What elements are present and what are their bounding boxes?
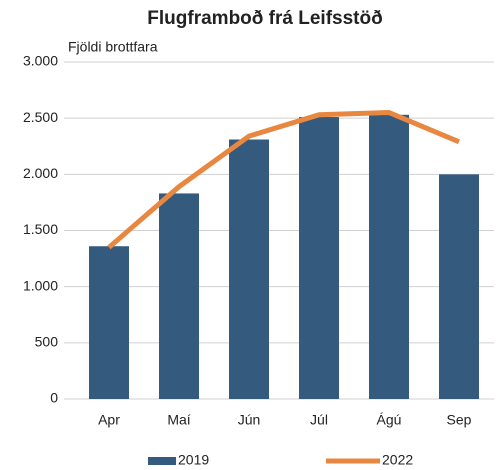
bar	[439, 174, 479, 399]
x-tick-label: Sep	[447, 412, 472, 428]
line	[107, 110, 460, 250]
y-axis-label: Fjöldi brottfara	[68, 39, 158, 55]
chart-title: Flugframboð frá Leifsstöð	[147, 8, 382, 29]
y-tick-label: 3.000	[23, 53, 58, 69]
x-tick-label: Maí	[167, 412, 190, 428]
y-tick-label: 500	[35, 334, 59, 350]
x-tick-label: Apr	[98, 412, 120, 428]
bar	[229, 139, 269, 399]
bar	[299, 117, 339, 399]
bar	[89, 246, 129, 399]
y-tick-label: 2.500	[23, 109, 58, 125]
y-tick-label: 1.000	[23, 277, 58, 293]
x-tick-label: Ágú	[377, 412, 402, 428]
x-tick-label: Jún	[238, 412, 261, 428]
y-tick-label: 1.500	[23, 221, 58, 237]
y-tick-label: 2.000	[23, 165, 58, 181]
x-tick-label: Júl	[310, 412, 328, 428]
legend-swatch	[148, 457, 176, 465]
legend-label: 2022	[382, 452, 413, 468]
y-tick-label: 0	[50, 390, 58, 406]
bar	[159, 193, 199, 399]
bar	[369, 114, 409, 400]
legend-label: 2019	[178, 452, 209, 468]
